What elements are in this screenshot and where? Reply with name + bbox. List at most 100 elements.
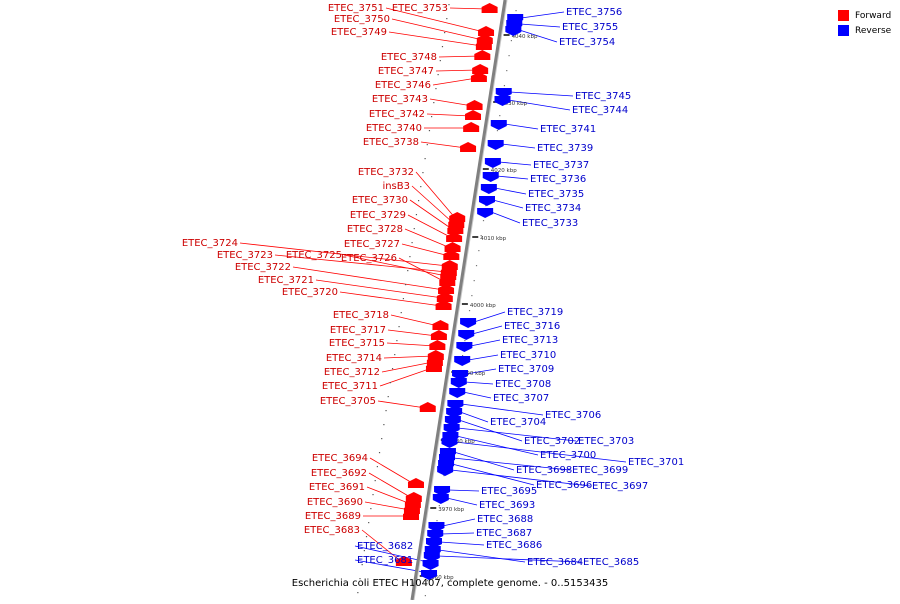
gene-label-reverse[interactable]: ETEC_3697 [592, 481, 648, 492]
reverse-gene-glyph[interactable] [421, 570, 438, 580]
gene-label-reverse[interactable]: ETEC_3699 [572, 465, 628, 476]
reverse-gene-glyph[interactable] [456, 342, 473, 352]
gene-label-reverse[interactable]: ETEC_3704 [490, 417, 546, 428]
reverse-gene-glyph[interactable] [490, 120, 507, 130]
forward-gene-glyph[interactable] [426, 356, 443, 366]
gene-label-reverse[interactable]: ETEC_3684 [527, 557, 583, 568]
gene-label-reverse[interactable]: ETEC_3696 [536, 480, 592, 491]
reverse-gene-glyph[interactable] [432, 494, 449, 504]
gene-label-reverse[interactable]: ETEC_3701 [628, 457, 684, 468]
gene-label-forward[interactable]: ETEC_3721 [258, 275, 314, 286]
gene-label-forward[interactable]: ETEC_3729 [350, 210, 406, 221]
reverse-gene-glyph[interactable] [454, 356, 471, 366]
reverse-gene-glyph[interactable] [422, 560, 439, 570]
forward-gene-glyph[interactable] [425, 362, 442, 372]
gene-label-forward[interactable]: ETEC_3730 [352, 195, 408, 206]
reverse-gene-glyph[interactable] [443, 424, 460, 434]
reverse-gene-glyph[interactable] [460, 318, 477, 328]
forward-gene-glyph[interactable] [440, 270, 457, 280]
gene-label-forward[interactable]: ETEC_3722 [235, 262, 291, 273]
gene-label-forward[interactable]: ETEC_3694 [312, 453, 368, 464]
gene-label-reverse[interactable]: ETEC_3686 [486, 540, 542, 551]
forward-gene-glyph[interactable] [435, 300, 452, 310]
gene-label-reverse[interactable]: ETEC_3700 [540, 450, 596, 461]
reverse-gene-glyph[interactable] [434, 486, 451, 496]
gene-label-reverse[interactable]: ETEC_3754 [559, 37, 615, 48]
forward-gene-glyph[interactable] [438, 284, 455, 294]
forward-gene-glyph[interactable] [460, 142, 477, 152]
gene-label-forward[interactable]: ETEC_3726 [341, 253, 397, 264]
forward-gene-glyph[interactable] [405, 492, 422, 502]
gene-label-forward[interactable]: ETEC_3746 [375, 80, 431, 91]
gene-label-reverse[interactable]: ETEC_3709 [498, 364, 554, 375]
gene-label-reverse[interactable]: ETEC_3687 [476, 528, 532, 539]
gene-label-forward[interactable]: ETEC_3747 [378, 66, 434, 77]
gene-label-forward[interactable]: ETEC_3748 [381, 52, 437, 63]
forward-gene-glyph[interactable] [403, 510, 420, 520]
reverse-gene-glyph[interactable] [428, 522, 445, 532]
forward-gene-glyph[interactable] [430, 330, 447, 340]
forward-gene-glyph[interactable] [407, 478, 424, 488]
gene-label-forward[interactable]: ETEC_3725 [286, 250, 342, 261]
reverse-gene-glyph[interactable] [484, 158, 501, 168]
gene-label-reverse[interactable]: ETEC_3736 [530, 174, 586, 185]
gene-label-reverse[interactable]: ETEC_3681 [357, 555, 413, 566]
gene-label-reverse[interactable]: ETEC_3734 [525, 203, 581, 214]
forward-gene-glyph[interactable] [449, 212, 466, 222]
gene-label-reverse[interactable]: ETEC_3702 [524, 436, 580, 447]
forward-gene-glyph[interactable] [441, 260, 458, 270]
gene-label-reverse[interactable]: ETEC_3682 [357, 541, 413, 552]
gene-label-reverse[interactable]: ETEC_3719 [507, 307, 563, 318]
gene-label-forward[interactable]: ETEC_3723 [217, 250, 273, 261]
gene-label-reverse[interactable]: ETEC_3737 [533, 160, 589, 171]
forward-gene-glyph[interactable] [447, 224, 464, 234]
gene-label-reverse[interactable]: ETEC_3756 [566, 7, 622, 18]
forward-gene-glyph[interactable] [466, 100, 483, 110]
reverse-gene-glyph[interactable] [452, 370, 469, 380]
forward-gene-glyph[interactable] [475, 40, 492, 50]
forward-gene-glyph[interactable] [446, 232, 463, 242]
reverse-gene-glyph[interactable] [494, 96, 511, 106]
gene-label-forward[interactable]: ETEC_3705 [320, 396, 376, 407]
forward-gene-glyph[interactable] [439, 276, 456, 286]
reverse-gene-glyph[interactable] [437, 466, 454, 476]
gene-label-reverse[interactable]: ETEC_3710 [500, 350, 556, 361]
gene-label-forward[interactable]: ETEC_3692 [311, 468, 367, 479]
gene-label-reverse[interactable]: ETEC_3703 [578, 436, 634, 447]
gene-label-forward[interactable]: ETEC_3732 [358, 167, 414, 178]
gene-label-forward[interactable]: ETEC_3714 [326, 353, 382, 364]
forward-gene-glyph[interactable] [476, 34, 493, 44]
gene-label-reverse[interactable]: ETEC_3735 [528, 189, 584, 200]
gene-label-forward[interactable]: ETEC_3717 [330, 325, 386, 336]
forward-gene-glyph[interactable] [403, 504, 420, 514]
gene-label-forward[interactable]: ETEC_3742 [369, 109, 425, 120]
gene-label-forward[interactable]: ETEC_3683 [304, 525, 360, 536]
gene-label-reverse[interactable]: ETEC_3733 [522, 218, 578, 229]
forward-gene-glyph[interactable] [395, 556, 412, 566]
gene-label-reverse[interactable]: ETEC_3744 [572, 105, 628, 116]
reverse-gene-glyph[interactable] [458, 330, 475, 340]
forward-gene-glyph[interactable] [481, 3, 498, 13]
gene-label-forward[interactable]: ETEC_3715 [329, 338, 385, 349]
forward-gene-glyph[interactable] [444, 242, 461, 252]
reverse-gene-glyph[interactable] [450, 378, 467, 388]
forward-gene-glyph[interactable] [436, 292, 453, 302]
gene-label-reverse[interactable]: ETEC_3688 [477, 514, 533, 525]
gene-label-reverse[interactable]: ETEC_3706 [545, 410, 601, 421]
gene-label-forward[interactable]: ETEC_3743 [372, 94, 428, 105]
gene-label-forward[interactable]: ETEC_3690 [307, 497, 363, 508]
forward-gene-glyph[interactable] [465, 110, 482, 120]
reverse-gene-glyph[interactable] [487, 140, 504, 150]
gene-label-reverse[interactable]: ETEC_3713 [502, 335, 558, 346]
reverse-gene-glyph[interactable] [505, 26, 522, 36]
reverse-gene-glyph[interactable] [480, 184, 497, 194]
gene-label-forward[interactable]: ETEC_3691 [309, 482, 365, 493]
gene-label-forward[interactable]: ETEC_3753 [392, 3, 448, 14]
gene-label-reverse[interactable]: ETEC_3685 [583, 557, 639, 568]
gene-label-reverse[interactable]: ETEC_3698 [516, 465, 572, 476]
forward-gene-glyph[interactable] [429, 340, 446, 350]
reverse-gene-glyph[interactable] [479, 196, 495, 206]
reverse-gene-glyph[interactable] [482, 172, 499, 182]
gene-label-reverse[interactable]: ETEC_3741 [540, 124, 596, 135]
gene-label-forward[interactable]: ETEC_3718 [333, 310, 389, 321]
